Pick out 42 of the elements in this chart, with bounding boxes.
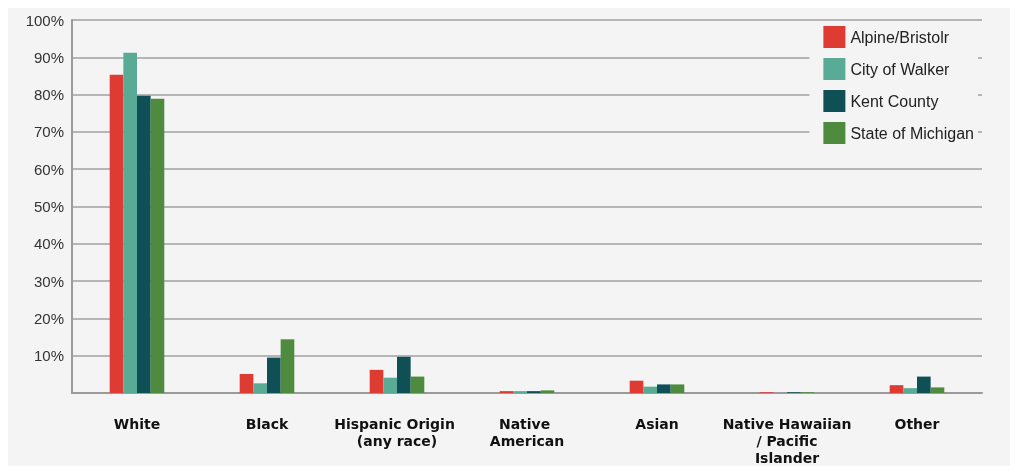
bar	[670, 384, 685, 393]
x-tick-label: White	[113, 415, 161, 432]
bar	[123, 52, 137, 393]
legend-label: Kent County	[850, 92, 939, 110]
bar	[657, 384, 671, 393]
bar	[917, 376, 931, 393]
legend-label: Alpine/Bristolr	[850, 28, 950, 46]
bar	[109, 74, 124, 393]
bar	[930, 387, 945, 393]
y-tick-label: 30%	[33, 272, 64, 290]
y-tick-label: 80%	[33, 86, 64, 104]
bar	[239, 373, 254, 393]
y-tick-label: 60%	[33, 160, 64, 178]
y-tick-label: 50%	[33, 198, 64, 215]
bar	[540, 390, 555, 393]
y-tick-label: 70%	[33, 123, 64, 141]
bar	[629, 380, 644, 393]
bar	[643, 386, 657, 393]
bar	[369, 369, 384, 393]
bar	[383, 377, 397, 393]
x-tick-label: Other	[894, 415, 940, 432]
x-tick-label: Black	[245, 415, 289, 432]
bar	[903, 388, 917, 393]
bar	[889, 385, 904, 393]
legend-label: City of Walker	[850, 60, 951, 78]
x-tick-label: Asian	[635, 415, 679, 432]
bar	[267, 357, 281, 393]
bar	[137, 95, 151, 393]
x-tick-label: Native Hawaiian / Pacific Islander	[722, 415, 852, 466]
y-tick-label: 40%	[33, 235, 64, 253]
legend-label: State of Michigan	[850, 124, 974, 142]
y-tick-label: 100%	[25, 11, 64, 29]
bar	[253, 383, 267, 393]
bar	[150, 98, 165, 393]
bar	[397, 356, 411, 393]
y-tick-label: 10%	[33, 347, 64, 365]
x-tick-label: Hispanic Origin (any race)	[334, 415, 460, 449]
bar	[280, 339, 295, 393]
y-tick-label: 20%	[33, 309, 64, 327]
y-tick-label: 90%	[33, 48, 64, 66]
bar	[410, 376, 425, 393]
x-tick-label: Native American	[489, 415, 565, 449]
